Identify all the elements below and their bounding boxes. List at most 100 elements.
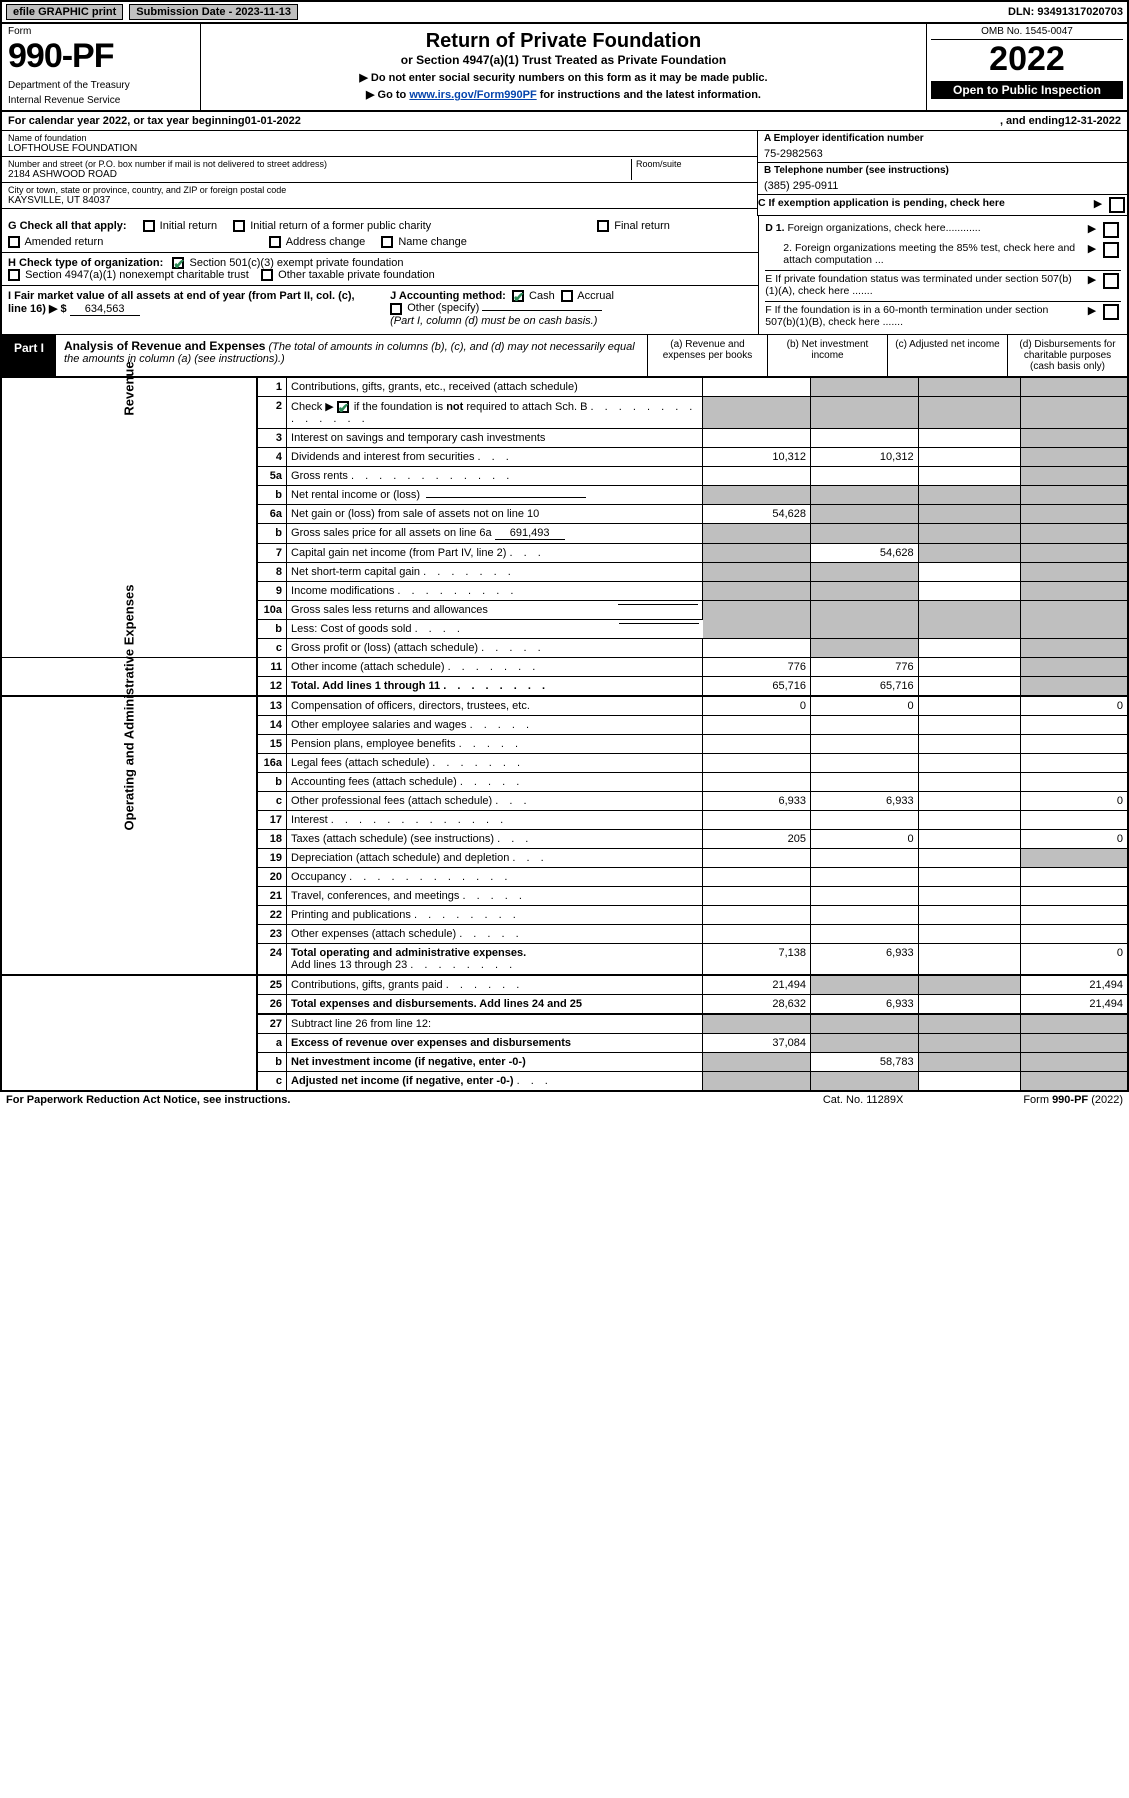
4947a1-checkbox[interactable]: [8, 269, 20, 281]
phone-value: (385) 295-0911: [764, 176, 1121, 192]
amended-return-checkbox[interactable]: [8, 236, 20, 248]
col-a-header: (a) Revenue and expenses per books: [647, 335, 767, 376]
initial-return-checkbox[interactable]: [143, 220, 155, 232]
line-15: Pension plans, employee benefits . . . .…: [287, 735, 703, 754]
city-value: KAYSVILLE, UT 84037: [8, 195, 751, 206]
line-13: Compensation of officers, directors, tru…: [287, 696, 703, 716]
initial-former-checkbox[interactable]: [233, 220, 245, 232]
check-section: G Check all that apply: Initial return I…: [0, 216, 1129, 335]
exemption-pending-label: C If exemption application is pending, c…: [758, 197, 1087, 209]
line-14: Other employee salaries and wages . . . …: [287, 716, 703, 735]
col-d-header: (d) Disbursements for charitable purpose…: [1007, 335, 1127, 376]
d2-label: 2. Foreign organizations meeting the 85%…: [765, 242, 1081, 266]
other-acct-checkbox[interactable]: [390, 303, 402, 315]
schb-checkbox[interactable]: [337, 401, 349, 413]
line-1: Contributions, gifts, grants, etc., rece…: [287, 378, 703, 397]
line-27: Subtract line 26 from line 12:: [287, 1014, 703, 1034]
line-17: Interest . . . . . . . . . . . . .: [287, 811, 703, 830]
col-c-header: (c) Adjusted net income: [887, 335, 1007, 376]
line-12: Total. Add lines 1 through 11 . . . . . …: [287, 677, 703, 697]
form990pf-link[interactable]: www.irs.gov/Form990PF: [409, 89, 536, 101]
address-label: Number and street (or P.O. box number if…: [8, 159, 631, 169]
line-26: Total expenses and disbursements. Add li…: [287, 995, 703, 1015]
line-10c: Gross profit or (loss) (attach schedule)…: [287, 639, 703, 658]
line-27b: Net investment income (if negative, ente…: [287, 1053, 703, 1072]
d1-label: D 1. Foreign organizations, check here..…: [765, 222, 1081, 234]
line-7: Capital gain net income (from Part IV, l…: [287, 544, 703, 563]
j-accounting: J Accounting method: Cash Accrual Other …: [390, 290, 752, 326]
line-18: Taxes (attach schedule) (see instruction…: [287, 830, 703, 849]
exemption-pending-checkbox[interactable]: [1109, 197, 1125, 213]
address-change-checkbox[interactable]: [269, 236, 281, 248]
address-value: 2184 ASHWOOD ROAD: [8, 169, 631, 180]
cash-checkbox[interactable]: [512, 290, 524, 302]
name-change-checkbox[interactable]: [381, 236, 393, 248]
part1-table: Revenue 1Contributions, gifts, grants, e…: [0, 378, 1129, 1092]
city-label: City or town, state or province, country…: [8, 185, 751, 195]
line-23: Other expenses (attach schedule) . . . .…: [287, 925, 703, 944]
name-label: Name of foundation: [8, 133, 751, 143]
part1-title: Analysis of Revenue and Expenses: [64, 339, 265, 353]
footer: For Paperwork Reduction Act Notice, see …: [0, 1092, 1129, 1108]
col-b-header: (b) Net investment income: [767, 335, 887, 376]
line-4: Dividends and interest from securities .…: [287, 448, 703, 467]
e-checkbox[interactable]: [1103, 273, 1119, 289]
501c3-checkbox[interactable]: [172, 257, 184, 269]
i-fmv: I Fair market value of all assets at end…: [8, 290, 370, 326]
dept-treasury: Department of the Treasury: [8, 80, 194, 91]
line-8: Net short-term capital gain . . . . . . …: [287, 563, 703, 582]
top-bar: efile GRAPHIC print Submission Date - 20…: [0, 0, 1129, 24]
form-header: Form 990-PF Department of the Treasury I…: [0, 24, 1129, 112]
submission-date-label: Submission Date - 2023-11-13: [129, 4, 298, 20]
line-11: Other income (attach schedule) . . . . .…: [287, 658, 703, 677]
d1-checkbox[interactable]: [1103, 222, 1119, 238]
form-word: Form: [8, 26, 194, 37]
calendar-year-row: For calendar year 2022, or tax year begi…: [0, 112, 1129, 131]
line-25: Contributions, gifts, grants paid . . . …: [287, 975, 703, 995]
final-return-checkbox[interactable]: [597, 220, 609, 232]
line-5b: Net rental income or (loss): [287, 486, 703, 505]
ein-label: A Employer identification number: [764, 133, 1121, 144]
efile-print-button[interactable]: efile GRAPHIC print: [6, 4, 123, 20]
line-27c: Adjusted net income (if negative, enter …: [287, 1072, 703, 1092]
revenue-side-label: Revenue: [121, 361, 136, 415]
irs-label: Internal Revenue Service: [8, 95, 194, 106]
line-2: Check ▶ if the foundation is not require…: [287, 397, 703, 429]
form-title: Return of Private Foundation: [209, 30, 918, 53]
f-checkbox[interactable]: [1103, 304, 1119, 320]
phone-label: B Telephone number (see instructions): [764, 165, 1121, 176]
h-row: H Check type of organization: Section 50…: [2, 253, 758, 286]
line-24: Total operating and administrative expen…: [287, 944, 703, 976]
room-suite-label: Room/suite: [631, 159, 751, 180]
line-19: Depreciation (attach schedule) and deple…: [287, 849, 703, 868]
line-27a: Excess of revenue over expenses and disb…: [287, 1034, 703, 1053]
other-taxable-checkbox[interactable]: [261, 269, 273, 281]
line-16c: Other professional fees (attach schedule…: [287, 792, 703, 811]
line-6a: Net gain or (loss) from sale of assets n…: [287, 505, 703, 524]
form-subtitle: or Section 4947(a)(1) Trust Treated as P…: [209, 53, 918, 67]
part1-tag: Part I: [2, 335, 56, 376]
line-5a: Gross rents . . . . . . . . . . . .: [287, 467, 703, 486]
line-3: Interest on savings and temporary cash i…: [287, 429, 703, 448]
instr-2: ▶ Go to www.irs.gov/Form990PF for instru…: [209, 88, 918, 101]
line-22: Printing and publications . . . . . . . …: [287, 906, 703, 925]
form-ref: Form 990-PF (2022): [1023, 1094, 1123, 1106]
g-row: G Check all that apply: Initial return I…: [2, 216, 758, 253]
paperwork-notice: For Paperwork Reduction Act Notice, see …: [6, 1094, 823, 1106]
form-number: 990-PF: [8, 37, 194, 76]
line-9: Income modifications . . . . . . . . .: [287, 582, 703, 601]
line-10b: Less: Cost of goods sold . . . .: [287, 620, 703, 639]
part1-header: Part I Analysis of Revenue and Expenses …: [0, 335, 1129, 378]
line-21: Travel, conferences, and meetings . . . …: [287, 887, 703, 906]
line-20: Occupancy . . . . . . . . . . . .: [287, 868, 703, 887]
foundation-name: LOFTHOUSE FOUNDATION: [8, 143, 751, 154]
identity-block: Name of foundation LOFTHOUSE FOUNDATION …: [0, 131, 1129, 216]
dln-label: DLN: 93491317020703: [1008, 6, 1123, 18]
e-label: E If private foundation status was termi…: [765, 273, 1081, 297]
accrual-checkbox[interactable]: [561, 290, 573, 302]
omb-number: OMB No. 1545-0047: [931, 26, 1123, 40]
d2-checkbox[interactable]: [1103, 242, 1119, 258]
opex-side-label: Operating and Administrative Expenses: [121, 585, 136, 831]
f-label: F If the foundation is in a 60-month ter…: [765, 304, 1081, 328]
open-to-public: Open to Public Inspection: [931, 81, 1123, 99]
